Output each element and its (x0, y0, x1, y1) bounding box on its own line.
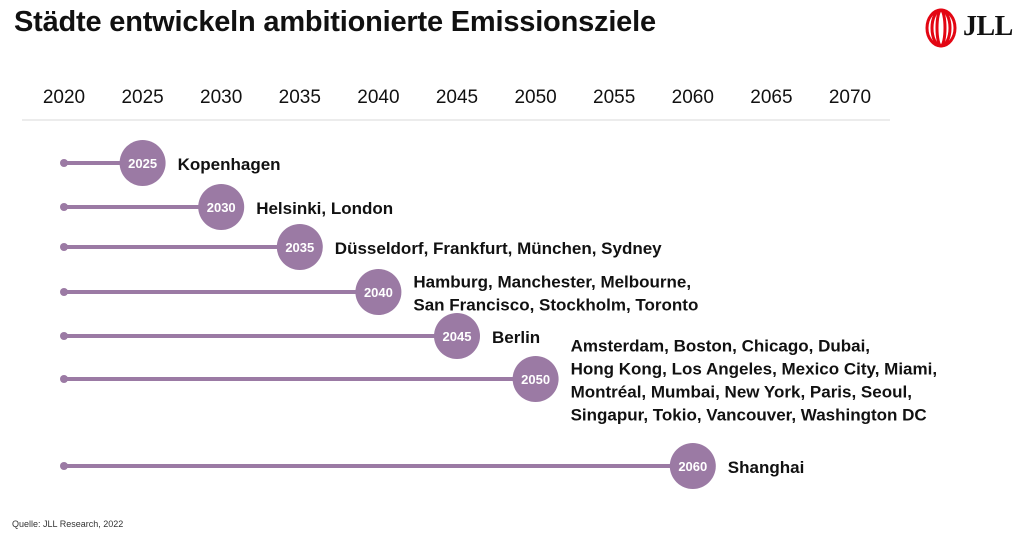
start-dot (60, 203, 68, 211)
x-tick-label: 2050 (514, 87, 556, 108)
jll-logo-icon (925, 8, 957, 48)
x-tick-label: 2065 (750, 87, 792, 108)
start-dot (60, 243, 68, 251)
x-tick-label: 2030 (200, 87, 242, 108)
city-label: Berlin (492, 328, 540, 347)
x-tick-label: 2025 (121, 87, 163, 108)
chart-title: Städte entwickeln ambitionierte Emission… (14, 6, 656, 38)
x-tick-label: 2055 (593, 87, 635, 108)
x-tick-label: 2020 (43, 87, 85, 108)
city-label: Shanghai (728, 458, 805, 477)
start-dot (60, 159, 68, 167)
target-year-label: 2045 (443, 329, 472, 344)
city-label: Amsterdam, Boston, Chicago, Dubai, (571, 337, 870, 356)
x-tick-label: 2035 (279, 87, 321, 108)
city-label: Hamburg, Manchester, Melbourne, (413, 273, 691, 292)
target-marker (355, 269, 402, 315)
city-label: Montréal, Mumbai, New York, Paris, Seoul… (571, 383, 912, 402)
city-label: Düsseldorf, Frankfurt, München, Sydney (335, 239, 662, 258)
target-year-label: 2050 (521, 372, 550, 387)
target-year-label: 2060 (678, 459, 707, 474)
target-marker (198, 184, 245, 230)
target-marker (669, 443, 716, 489)
target-year-label: 2035 (285, 240, 314, 255)
target-marker (276, 224, 323, 270)
target-marker (119, 140, 166, 186)
start-dot (60, 462, 68, 470)
start-dot (60, 288, 68, 296)
source-note: Quelle: JLL Research, 2022 (12, 519, 124, 529)
target-year-label: 2040 (364, 285, 393, 300)
target-year-label: 2025 (128, 156, 157, 171)
target-year-label: 2030 (207, 200, 236, 215)
x-tick-label: 2045 (436, 87, 478, 108)
city-label: San Francisco, Stockholm, Toronto (413, 296, 698, 315)
start-dot (60, 332, 68, 340)
jll-logo: JLL (923, 8, 1013, 48)
start-dot (60, 375, 68, 383)
city-label: Singapur, Tokio, Vancouver, Washington D… (571, 406, 927, 425)
x-tick-label: 2070 (829, 87, 871, 108)
city-label: Kopenhagen (178, 155, 281, 174)
target-marker (512, 356, 559, 402)
jll-logo-text: JLL (963, 11, 1013, 42)
x-tick-label: 2040 (357, 87, 399, 108)
city-label: Hong Kong, Los Angeles, Mexico City, Mia… (571, 360, 937, 379)
target-marker (434, 313, 480, 359)
city-label: Helsinki, London (256, 199, 393, 218)
x-tick-label: 2060 (672, 87, 714, 108)
